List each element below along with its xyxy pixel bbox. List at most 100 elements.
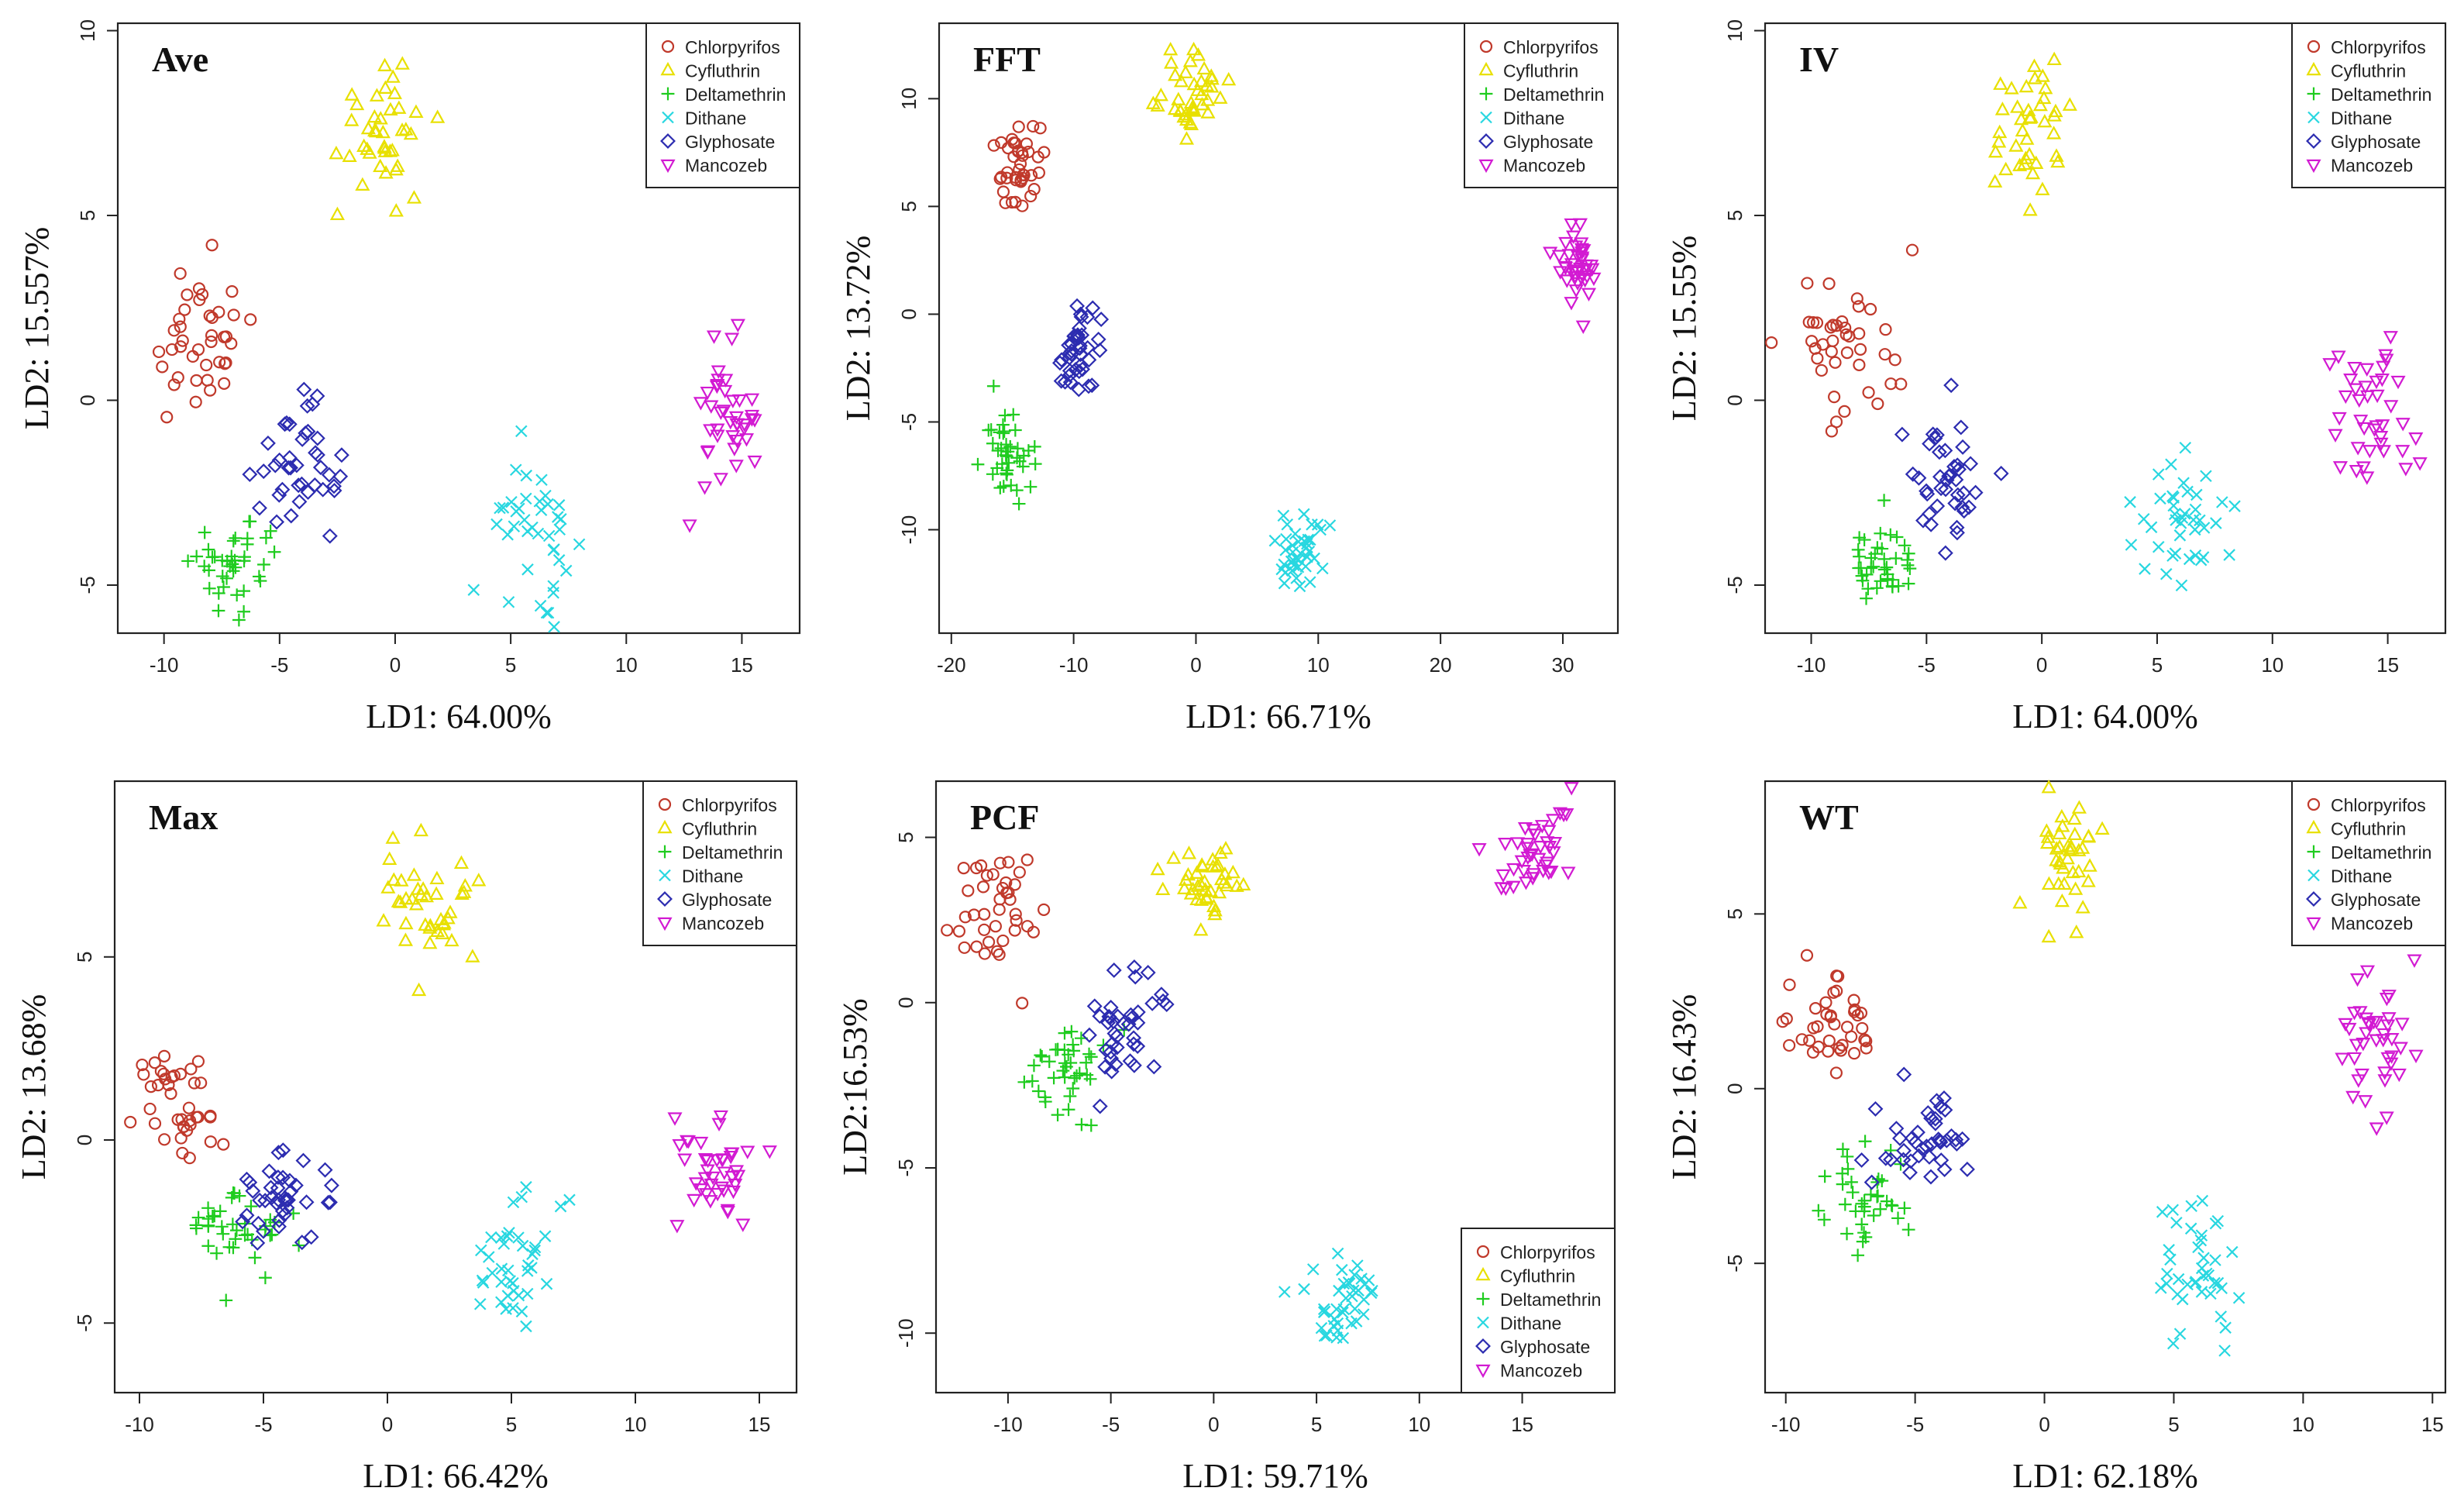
data-point xyxy=(1212,884,1227,899)
data-point xyxy=(394,873,409,887)
data-point xyxy=(1888,353,1901,367)
data-point xyxy=(1035,1049,1049,1063)
data-point xyxy=(2041,780,2056,794)
legend-marker xyxy=(2307,797,2321,811)
y-axis-label: LD2: 13.72% xyxy=(839,236,877,422)
data-point xyxy=(1839,328,1853,341)
data-point xyxy=(1194,86,1210,101)
data-point xyxy=(521,525,534,538)
data-point xyxy=(230,588,244,602)
data-point xyxy=(512,1231,525,1244)
data-point xyxy=(1005,195,1019,209)
data-point xyxy=(397,932,413,946)
data-point xyxy=(552,554,566,567)
series-cyfluthrin xyxy=(2012,780,2110,943)
data-point xyxy=(710,378,725,393)
data-point xyxy=(962,884,975,897)
y-tick-label: 5 xyxy=(1723,210,1746,221)
data-point xyxy=(1120,1016,1137,1032)
data-point xyxy=(1509,837,1526,851)
data-point xyxy=(548,543,560,556)
data-point xyxy=(2056,876,2072,890)
data-point xyxy=(1345,1317,1358,1330)
data-point xyxy=(1042,1055,1056,1069)
data-point xyxy=(713,406,728,421)
data-point xyxy=(520,1180,532,1193)
data-point xyxy=(532,527,545,540)
data-point xyxy=(2376,360,2391,375)
data-point xyxy=(1181,845,1197,859)
data-point xyxy=(259,1271,272,1285)
panel-pcf: -10 -5 0 5 10 15 -10 -5 0 5 LD1: 59.71% LD2:16.53% P… xyxy=(836,780,1616,1495)
data-point xyxy=(201,1201,215,1215)
data-point xyxy=(1853,327,1866,340)
data-point xyxy=(189,1218,203,1232)
data-point xyxy=(986,868,1000,881)
data-point xyxy=(1828,391,1841,404)
data-point xyxy=(373,111,388,125)
data-point xyxy=(191,1111,205,1124)
data-point xyxy=(1179,131,1195,145)
data-point xyxy=(2035,68,2050,82)
data-point xyxy=(1994,102,2010,115)
x-tick-label: 5 xyxy=(506,1413,517,1436)
data-point xyxy=(1213,845,1228,859)
data-point xyxy=(167,324,181,337)
data-point xyxy=(1559,274,1574,288)
data-point xyxy=(2015,122,2030,137)
data-point xyxy=(162,1078,175,1091)
data-point xyxy=(1221,71,1237,86)
data-point xyxy=(1533,840,1548,855)
data-point xyxy=(173,312,186,325)
data-point xyxy=(190,374,203,387)
data-point xyxy=(1851,542,1865,556)
data-point xyxy=(1851,1248,1865,1262)
legend-marker xyxy=(657,917,673,932)
data-point xyxy=(388,203,404,217)
data-point xyxy=(465,949,480,963)
data-point xyxy=(2183,553,2196,566)
legend-label: Chlorpyrifos xyxy=(2331,795,2426,815)
data-point xyxy=(1355,1273,1368,1285)
data-point xyxy=(997,425,1011,439)
legend-marker xyxy=(660,133,676,149)
data-point xyxy=(1519,838,1535,852)
data-point xyxy=(540,1277,553,1290)
data-point xyxy=(2407,954,2422,968)
data-point xyxy=(390,158,405,172)
data-point xyxy=(2374,373,2390,387)
data-point xyxy=(377,57,393,72)
data-point xyxy=(993,172,1007,185)
data-point xyxy=(1004,478,1018,492)
data-point xyxy=(2166,490,2179,503)
legend-marker xyxy=(661,87,675,101)
data-point xyxy=(1289,528,1302,540)
data-point xyxy=(1318,1305,1331,1318)
series-cyfluthrin xyxy=(1987,51,2077,216)
data-point xyxy=(158,1133,171,1146)
data-point xyxy=(382,143,398,157)
data-point xyxy=(152,345,166,359)
data-point xyxy=(1903,562,1917,576)
series-glyphosate xyxy=(1894,377,2009,561)
data-point xyxy=(1894,377,1908,391)
data-point xyxy=(1953,419,1969,436)
data-point xyxy=(1929,1093,1945,1109)
data-point xyxy=(2209,1217,2222,1230)
data-point xyxy=(1071,381,1087,398)
data-point xyxy=(307,477,323,493)
data-point xyxy=(528,1241,542,1254)
data-point xyxy=(1780,1012,1793,1025)
series-deltamethrin xyxy=(1812,1135,1915,1262)
data-point xyxy=(260,435,276,451)
data-point xyxy=(2161,1267,2173,1280)
data-point xyxy=(1883,1152,1899,1168)
data-point xyxy=(1072,338,1088,354)
data-point xyxy=(2080,873,2096,887)
data-point xyxy=(2383,331,2398,345)
data-point xyxy=(1193,74,1209,88)
data-point xyxy=(1290,572,1303,584)
data-point xyxy=(1058,1026,1072,1040)
data-point xyxy=(1853,343,1867,356)
panel-title: FFT xyxy=(973,40,1041,79)
